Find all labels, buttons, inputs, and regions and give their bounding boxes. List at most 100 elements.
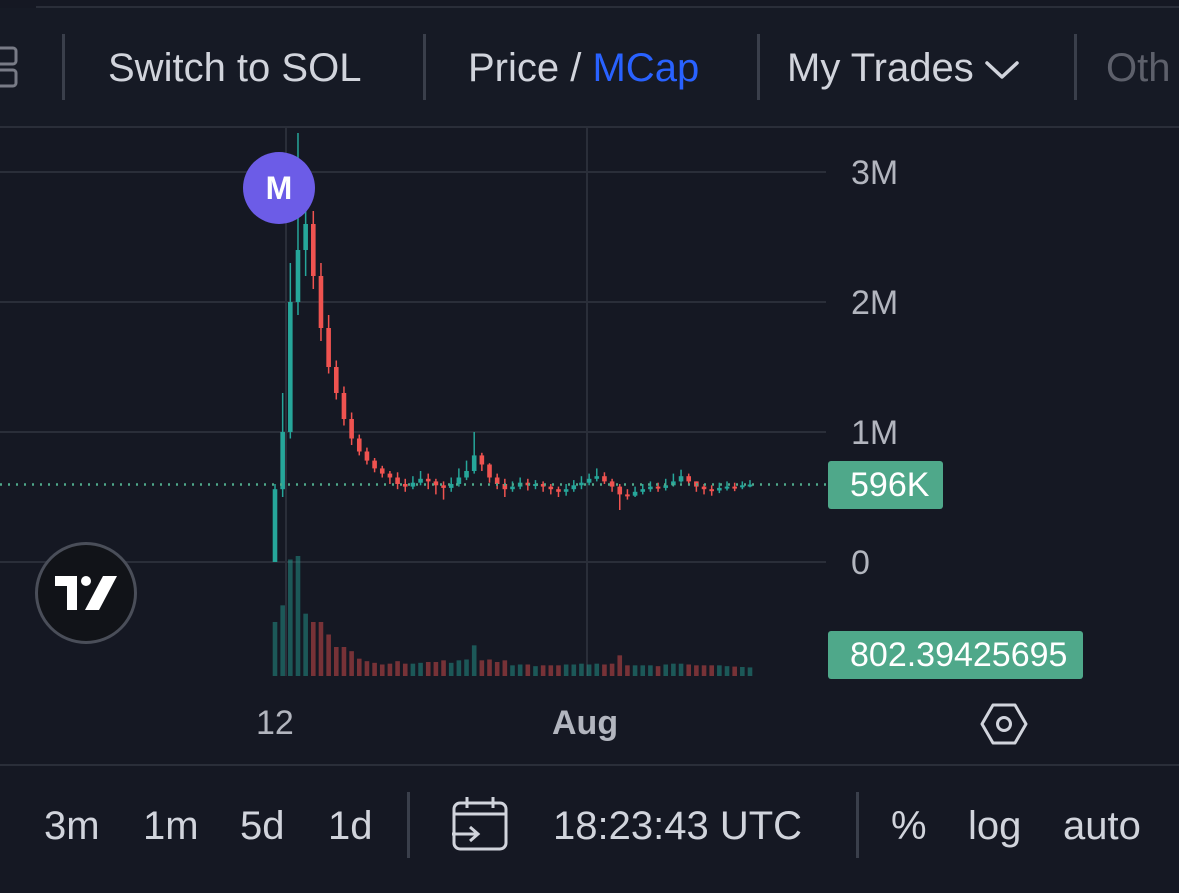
- candle: [586, 473, 592, 486]
- volume-bar: [418, 662, 423, 676]
- candle: [410, 476, 416, 490]
- candle: [280, 393, 285, 497]
- volume-bar: [379, 664, 385, 676]
- chevron-down-icon: [984, 43, 1020, 91]
- volume-bar: [648, 665, 653, 676]
- volume-bar: [433, 662, 439, 676]
- tradingview-logo[interactable]: [35, 542, 137, 644]
- log-scale-button[interactable]: log: [968, 804, 1022, 848]
- candle-body: [387, 473, 393, 478]
- volume-bar: [349, 651, 354, 676]
- candle: [349, 412, 354, 445]
- candle: [425, 473, 431, 490]
- candle-body: [686, 476, 692, 482]
- settings-icon[interactable]: [980, 702, 1028, 751]
- candle-body: [525, 482, 531, 486]
- candle-body: [402, 484, 408, 487]
- candle: [387, 471, 393, 484]
- candle-body: [571, 485, 577, 490]
- chart-canvas[interactable]: [0, 128, 1179, 764]
- volume-bar: [295, 556, 301, 676]
- volume-bar: [487, 659, 492, 676]
- candle-body: [303, 224, 308, 250]
- volume-bar: [372, 662, 377, 676]
- volume-bar: [586, 664, 592, 676]
- candle: [732, 482, 737, 492]
- mcap-marker[interactable]: M: [243, 152, 315, 224]
- bottom-divider: [856, 792, 859, 858]
- layout-icon[interactable]: [0, 44, 20, 97]
- volume-bar: [288, 559, 293, 676]
- candle-body: [655, 486, 661, 489]
- volume-bar: [655, 666, 661, 676]
- candle: [579, 476, 584, 490]
- candle: [333, 360, 339, 400]
- my-trades-dropdown[interactable]: My Trades: [787, 44, 1020, 92]
- candle-body: [717, 487, 722, 491]
- bottom-divider: [407, 792, 410, 858]
- candle-body: [602, 476, 607, 482]
- candle: [655, 482, 661, 492]
- other-menu-button[interactable]: Oth: [1106, 46, 1171, 90]
- candle-body: [456, 477, 462, 484]
- price-mcap-toggle[interactable]: Price / MCap: [468, 44, 699, 92]
- candle-body: [540, 484, 546, 487]
- y-tick-label: 1M: [851, 414, 899, 452]
- candle-body: [364, 451, 370, 461]
- auto-scale-button[interactable]: auto: [1063, 804, 1141, 848]
- candle: [540, 481, 546, 492]
- candle: [533, 480, 538, 490]
- candle-body: [280, 432, 285, 490]
- interval-1m-button[interactable]: 1m: [143, 804, 199, 848]
- volume-bar: [494, 662, 500, 676]
- candle: [395, 472, 400, 490]
- candle: [548, 484, 554, 495]
- candle: [318, 263, 324, 341]
- interval-5d-button[interactable]: 5d: [240, 804, 285, 848]
- volume-bar: [387, 663, 393, 676]
- clock-time-label[interactable]: 18:23:43 UTC: [553, 804, 803, 848]
- toolbar-divider: [757, 34, 760, 100]
- candle-body: [288, 302, 293, 432]
- candle: [717, 482, 722, 494]
- candle: [747, 480, 753, 488]
- volume-bar: [425, 662, 431, 676]
- volume-bar: [563, 664, 569, 676]
- x-tick-label: Aug: [552, 704, 619, 742]
- volume-bar: [701, 665, 707, 676]
- switch-to-sol-button[interactable]: Switch to SOL: [108, 46, 362, 90]
- candle-body: [464, 471, 469, 478]
- chart-toolbar: Switch to SOL Price / MCap My Trades Oth: [0, 8, 1179, 128]
- candle-layer: [272, 133, 753, 562]
- toolbar-divider: [62, 34, 65, 100]
- candle-body: [471, 455, 477, 471]
- volume-bar: [540, 665, 546, 676]
- candle: [471, 432, 477, 474]
- interval-3m-button[interactable]: 3m: [44, 804, 100, 848]
- candle: [525, 478, 531, 491]
- percent-scale-button[interactable]: %: [891, 804, 927, 848]
- candle: [311, 211, 316, 289]
- toolbar-divider: [423, 34, 426, 100]
- interval-1d-button[interactable]: 1d: [328, 804, 373, 848]
- candle: [694, 481, 699, 492]
- candle-body: [311, 224, 316, 276]
- candle-body: [648, 486, 653, 490]
- candle-body: [625, 494, 630, 497]
- my-trades-label: My Trades: [787, 46, 974, 90]
- volume-bar: [471, 645, 477, 676]
- candle: [456, 468, 462, 487]
- candle-body: [502, 484, 508, 490]
- calendar-range-icon[interactable]: [450, 796, 510, 857]
- candle-body: [510, 486, 515, 490]
- candle-body: [663, 485, 669, 488]
- candle-body: [747, 484, 753, 487]
- candle-body: [494, 477, 500, 484]
- volume-bar: [717, 665, 722, 676]
- candle: [571, 480, 577, 492]
- volume-bar: [632, 665, 638, 676]
- volume-bar: [364, 661, 370, 676]
- volume-bar: [395, 661, 400, 676]
- chart-area[interactable]: 3M 2M 1M 0 596K 802.39425695 12 Aug: [0, 128, 1179, 764]
- candle: [433, 478, 439, 495]
